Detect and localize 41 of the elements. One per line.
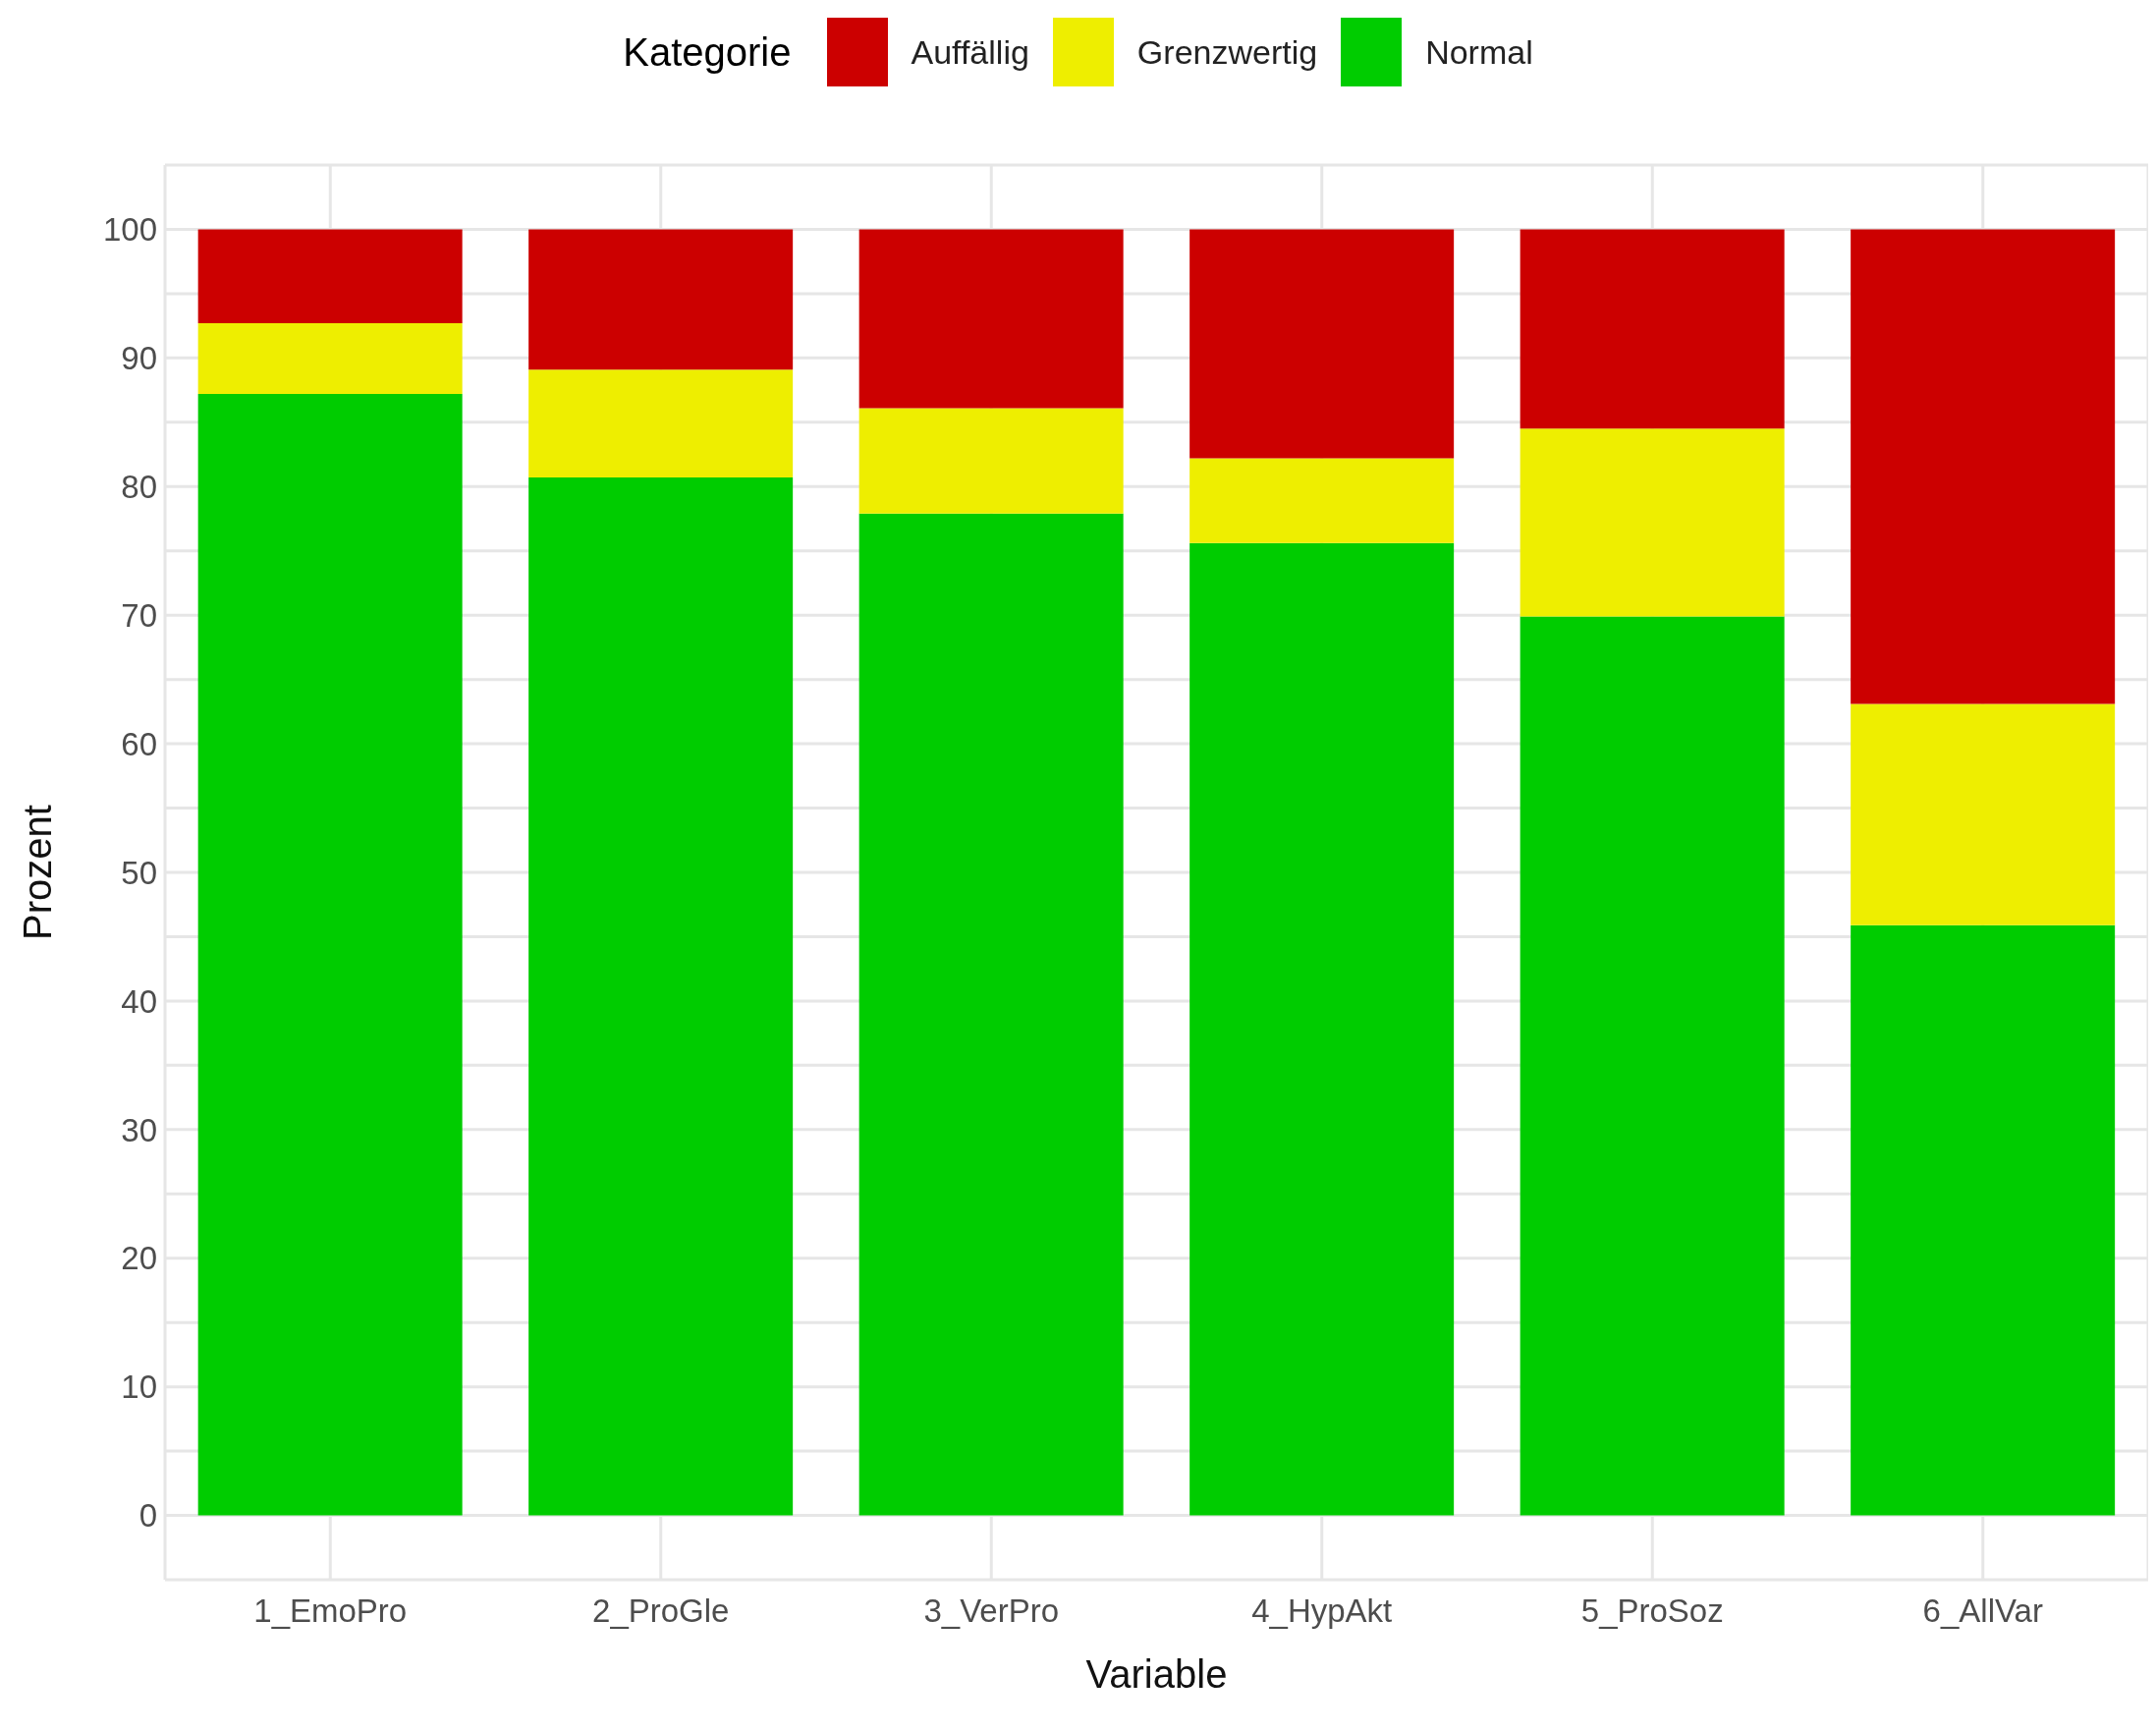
x-tick-label: 2_ProGle bbox=[592, 1592, 730, 1630]
bar bbox=[1189, 458, 1455, 543]
bar bbox=[197, 323, 463, 395]
bar bbox=[528, 229, 794, 370]
x-tick-label: 5_ProSoz bbox=[1580, 1592, 1724, 1630]
y-tick-label: 20 bbox=[121, 1240, 157, 1277]
legend-title: Kategorie bbox=[623, 29, 792, 75]
bar bbox=[1851, 703, 2116, 925]
x-axis-title: Variable bbox=[1085, 1652, 1228, 1696]
x-tick-label: 4_HypAkt bbox=[1251, 1592, 1393, 1630]
y-tick-label: 30 bbox=[121, 1111, 157, 1148]
y-tick-label: 100 bbox=[102, 211, 157, 249]
legend-label: Grenzwertig bbox=[1135, 31, 1318, 73]
bar bbox=[858, 513, 1124, 1516]
bar bbox=[528, 477, 794, 1516]
y-tick-label: 50 bbox=[121, 854, 157, 891]
legend-label: Auffällig bbox=[910, 31, 1029, 73]
bar bbox=[528, 369, 794, 478]
y-axis-title: Prozent bbox=[16, 805, 60, 940]
bar bbox=[1851, 924, 2116, 1516]
bar bbox=[1189, 542, 1455, 1516]
y-tick-label: 10 bbox=[121, 1369, 157, 1406]
x-tick-label: 6_AllVar bbox=[1922, 1592, 2043, 1630]
x-tick-label: 3_VerPro bbox=[923, 1592, 1060, 1630]
y-tick-label: 0 bbox=[138, 1497, 157, 1535]
bar bbox=[1189, 229, 1455, 459]
bar bbox=[1520, 428, 1785, 617]
bar bbox=[1851, 229, 2116, 704]
legend-label: Normal bbox=[1424, 31, 1533, 73]
y-tick-label: 40 bbox=[121, 982, 157, 1020]
bar bbox=[1520, 229, 1785, 429]
x-tick-label: 1_EmoPro bbox=[253, 1592, 408, 1630]
bar bbox=[197, 394, 463, 1516]
bar bbox=[858, 229, 1124, 409]
bar bbox=[858, 408, 1124, 514]
y-tick-label: 90 bbox=[121, 340, 157, 377]
bar bbox=[197, 229, 463, 324]
y-tick-label: 60 bbox=[121, 725, 157, 762]
y-tick-label: 70 bbox=[121, 596, 157, 634]
y-tick-label: 80 bbox=[121, 468, 157, 505]
bar bbox=[1520, 616, 1785, 1516]
